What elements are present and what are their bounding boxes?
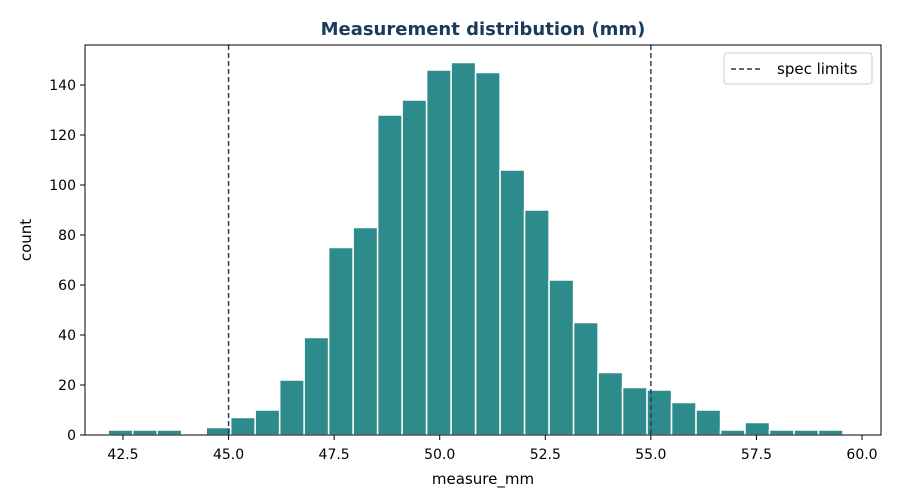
- x-tick-label: 55.0: [635, 447, 666, 463]
- x-axis-label: measure_mm: [432, 470, 534, 489]
- y-axis-ticks: 0 20 40 60 80 100 120 140: [49, 78, 85, 444]
- y-tick-label: 0: [67, 428, 76, 444]
- histogram-bar: [401, 99, 428, 436]
- histogram-bar: [719, 429, 746, 436]
- histogram-bar: [499, 169, 526, 436]
- y-tick-label: 60: [58, 278, 76, 294]
- y-tick-label: 140: [49, 78, 76, 94]
- x-tick-label: 50.0: [424, 447, 455, 463]
- histogram-bar: [621, 386, 648, 436]
- y-tick-label: 80: [58, 228, 76, 244]
- plot-frame: [84, 44, 882, 436]
- x-tick-label: 42.5: [107, 447, 138, 463]
- histogram-bar: [695, 409, 722, 436]
- histogram-bar: [156, 429, 183, 436]
- x-tick-label: 45.0: [213, 447, 244, 463]
- histogram-bar: [425, 69, 452, 436]
- y-tick-label: 100: [49, 178, 76, 194]
- histogram-bar: [376, 114, 403, 436]
- y-tick-label: 20: [58, 378, 76, 394]
- x-tick-label: 52.5: [530, 447, 561, 463]
- legend: spec limits: [723, 52, 873, 85]
- histogram-bar: [646, 389, 673, 436]
- histogram-bar: [523, 209, 550, 436]
- histogram-bar: [817, 429, 844, 436]
- x-axis-ticks: 42.5 45.0 47.5 50.0 52.5 55.0 57.5 60.0: [107, 435, 878, 463]
- spec-lines-group: [227, 45, 652, 435]
- histogram-bar: [670, 401, 697, 436]
- chart-title: Measurement distribution (mm): [321, 19, 646, 40]
- histogram-bar: [793, 429, 820, 436]
- legend-box: [723, 52, 873, 85]
- x-tick-label: 57.5: [741, 447, 772, 463]
- histogram-bar: [548, 279, 575, 436]
- histogram-bar: [303, 336, 330, 436]
- histogram-bar: [450, 61, 477, 436]
- histogram-bar: [597, 371, 624, 436]
- bars-group: [107, 61, 844, 436]
- histogram-bar: [107, 429, 134, 436]
- x-tick-label: 47.5: [319, 447, 350, 463]
- histogram-bar: [205, 426, 232, 436]
- y-tick-label: 40: [58, 328, 76, 344]
- histogram-bar: [278, 379, 305, 436]
- y-tick-label: 120: [49, 128, 76, 144]
- y-axis-label: count: [17, 219, 35, 261]
- x-tick-label: 60.0: [846, 447, 877, 463]
- histogram-bar: [352, 226, 379, 436]
- legend-label-spec-limits: spec limits: [777, 60, 858, 78]
- histogram-bar: [229, 416, 256, 436]
- histogram-bar: [768, 429, 795, 436]
- histogram-bar: [744, 421, 771, 436]
- histogram-bar: [254, 409, 281, 436]
- histogram-bar: [474, 71, 501, 436]
- histogram-bar: [327, 246, 354, 436]
- histogram-bar: [572, 321, 599, 436]
- histogram-bar: [131, 429, 158, 436]
